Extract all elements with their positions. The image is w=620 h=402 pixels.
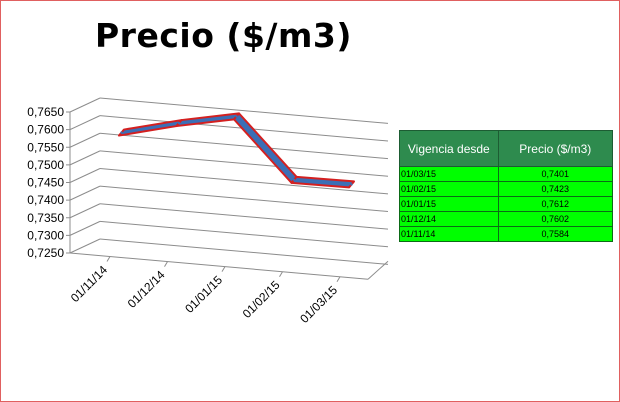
cell-price: 0,7612: [497, 196, 614, 212]
data-point: [177, 121, 181, 125]
gridline: [99, 203, 389, 230]
cell-price: 0,7584: [497, 226, 614, 242]
data-point: [292, 178, 296, 182]
gridline-depth: [69, 115, 101, 131]
grid-layer: [69, 97, 389, 265]
gridline: [99, 168, 389, 195]
cell-price: 0,7602: [497, 211, 614, 227]
header-vigencia: Vigencia desde: [399, 130, 499, 167]
x-tick-mark: [336, 276, 341, 283]
data-point: [235, 115, 238, 118]
floor-right-edge: [367, 260, 389, 280]
y-tick-label: 0,7650: [27, 105, 64, 119]
data-point: [350, 183, 353, 186]
cell-price: 0,7401: [497, 166, 614, 182]
data-point: [120, 131, 123, 134]
y-tick-label: 0,7550: [27, 140, 64, 154]
x-tick-mark: [221, 266, 226, 272]
price-table: Vigencia desde Precio ($/m3) 01/03/15 0,…: [399, 130, 614, 242]
x-tick-label: 01/02/15: [240, 278, 283, 321]
gridline: [99, 238, 389, 265]
y-tick-labels: 0,7650 0,7600 0,7550 0,7500 0,7450 0,7400 0,73…: [27, 105, 64, 260]
gridline-depth: [69, 150, 101, 166]
cell-date: 01/01/15: [399, 196, 499, 212]
gridline: [99, 220, 389, 248]
table-row: 01/03/15 0,7401: [399, 166, 614, 182]
y-tick-label: 0,7600: [27, 123, 64, 137]
y-tick-label: 0,7300: [27, 228, 64, 242]
gridline: [99, 185, 389, 212]
x-axis-line: [69, 252, 369, 280]
x-tick-label: 01/03/15: [297, 283, 340, 326]
gridline: [99, 97, 389, 124]
x-tick-mark: [279, 271, 283, 277]
gridline-depth: [69, 168, 101, 183]
y-tick-label: 0,7500: [27, 158, 64, 172]
x-tick-labels: 01/11/14 01/12/14 01/01/15 01/02/15 01/03/15: [68, 263, 341, 326]
y-tick-label: 0,7400: [27, 193, 64, 207]
y-tick-label: 0,7450: [27, 176, 64, 190]
x-tick-mark: [164, 261, 168, 267]
axis-layer: [66, 111, 389, 283]
gridline-depth: [69, 132, 101, 148]
cell-date: 01/02/15: [399, 181, 499, 197]
x-tick-mark: [106, 256, 111, 262]
gridline-depth: [69, 97, 101, 113]
cell-price: 0,7423: [497, 181, 614, 197]
price-table-header-row: Vigencia desde Precio ($/m3): [399, 130, 614, 167]
chart-title: Precio ($/m3): [95, 16, 352, 55]
cell-date: 01/12/14: [399, 211, 499, 227]
x-tick-label: 01/11/14: [68, 263, 111, 306]
gridline: [99, 132, 389, 160]
x-tick-label: 01/01/15: [182, 273, 225, 316]
cell-date: 01/03/15: [399, 166, 499, 182]
table-row: 01/11/14 0,7584: [399, 226, 614, 242]
gridline: [99, 150, 389, 177]
y-tick-label: 0,7350: [27, 211, 64, 225]
series-segment: [175, 112, 240, 128]
series-segment: [118, 119, 183, 137]
y-tick-label: 0,7250: [27, 246, 64, 260]
x-tick-label: 01/12/14: [125, 268, 168, 311]
gridline-depth: [69, 185, 101, 201]
series-segment: [233, 112, 298, 184]
header-precio: Precio ($/m3): [497, 130, 614, 167]
series-layer: [118, 112, 355, 189]
table-row: 01/12/14 0,7602: [399, 211, 614, 227]
table-row: 01/02/15 0,7423: [399, 181, 614, 197]
gridline-depth: [69, 203, 101, 219]
gridline-depth: [69, 220, 101, 236]
table-row: 01/01/15 0,7612: [399, 196, 614, 212]
series-segment: [290, 175, 355, 189]
gridline-depth: [69, 238, 101, 254]
cell-date: 01/11/14: [399, 226, 499, 242]
